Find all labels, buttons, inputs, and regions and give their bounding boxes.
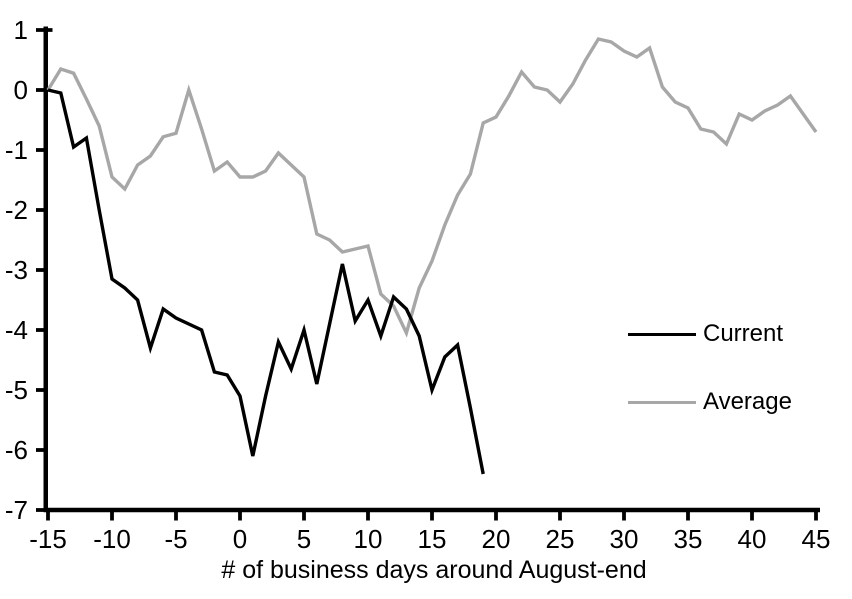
x-tick-label: -10 bbox=[93, 524, 131, 554]
y-tick-label: -7 bbox=[5, 495, 28, 525]
series-line-average bbox=[46, 37, 818, 338]
axis-tick-labels: 10-1-2-3-4-5-6-7-15 -10 -5 0 5 10 15 20 25 30 35 40… bbox=[5, 15, 831, 554]
x-tick-label: -5 bbox=[164, 524, 187, 554]
x-tick-label: 30 bbox=[610, 524, 639, 554]
x-tick-label: 35 bbox=[674, 524, 703, 554]
current-line-swatch bbox=[628, 332, 696, 336]
series-line-current bbox=[47, 88, 485, 475]
y-tick-label: -5 bbox=[5, 375, 28, 405]
x-tick-label: -15 bbox=[29, 524, 67, 554]
y-tick-label: 1 bbox=[14, 15, 28, 45]
axis-ticks bbox=[36, 28, 818, 521]
x-tick-label: 5 bbox=[297, 524, 311, 554]
legend-label-current: Current bbox=[703, 320, 784, 347]
x-axis-title: # of business days around August-end bbox=[221, 556, 647, 584]
y-tick-label: -4 bbox=[5, 315, 28, 345]
x-tick-label: 40 bbox=[738, 524, 767, 554]
x-tick-label: 15 bbox=[418, 524, 447, 554]
axes bbox=[43, 26, 820, 513]
y-tick-label: -2 bbox=[5, 195, 28, 225]
x-tick-label: 10 bbox=[354, 524, 383, 554]
x-tick-label: 0 bbox=[233, 524, 247, 554]
legend-item-current: Current bbox=[628, 320, 783, 348]
y-tick-label: -6 bbox=[5, 435, 28, 465]
y-tick-label: -3 bbox=[5, 255, 28, 285]
legend-item-average: Average bbox=[628, 388, 792, 416]
series-lines bbox=[46, 37, 818, 475]
x-tick-label: 20 bbox=[482, 524, 511, 554]
y-tick-label: 0 bbox=[14, 75, 28, 105]
x-tick-label: 45 bbox=[802, 524, 831, 554]
legend-label-average: Average bbox=[703, 388, 792, 415]
average-line-swatch bbox=[628, 400, 696, 404]
y-tick-label: -1 bbox=[5, 135, 28, 165]
x-tick-label: 25 bbox=[546, 524, 575, 554]
